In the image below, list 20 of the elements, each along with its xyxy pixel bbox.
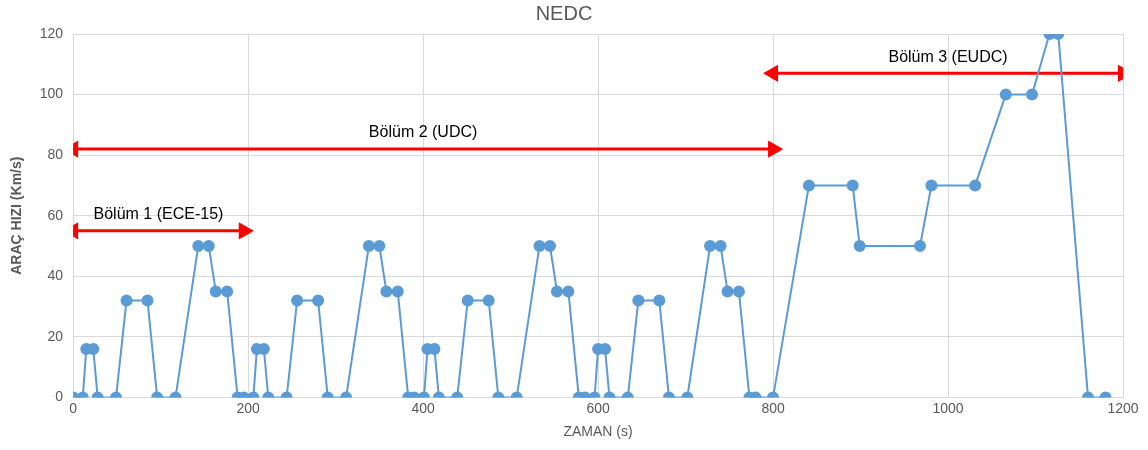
y-tick-label: 40 (47, 267, 64, 284)
x-tick-label: 800 (761, 399, 785, 416)
x-tick-label: 400 (411, 399, 435, 416)
x-tick-label: 0 (69, 399, 78, 416)
y-axis-title: ARAÇ HIZI (Km/s) (8, 156, 25, 275)
y-tick-label: 80 (47, 145, 64, 162)
y-tick-label: 60 (47, 206, 64, 223)
series-label: Bölüm 1 (ECE-15) (93, 205, 224, 223)
y-tick-label: 0 (55, 388, 64, 405)
chart-title: NEDC (535, 1, 593, 24)
series-label: Bölüm 2 (UDC) (368, 123, 478, 141)
x-axis-title: ZAMAN (s) (563, 423, 633, 440)
x-tick-label: 1000 (932, 399, 964, 416)
y-tick-label: 100 (39, 85, 64, 102)
y-tick-label: 20 (47, 327, 64, 344)
series-label: Bölüm 3 (EUDC) (888, 47, 1008, 65)
x-tick-label: 1200 (1107, 399, 1139, 416)
x-tick-label: 200 (236, 399, 261, 416)
x-tick-label: 600 (586, 399, 610, 416)
y-tick-label: 120 (39, 24, 64, 41)
